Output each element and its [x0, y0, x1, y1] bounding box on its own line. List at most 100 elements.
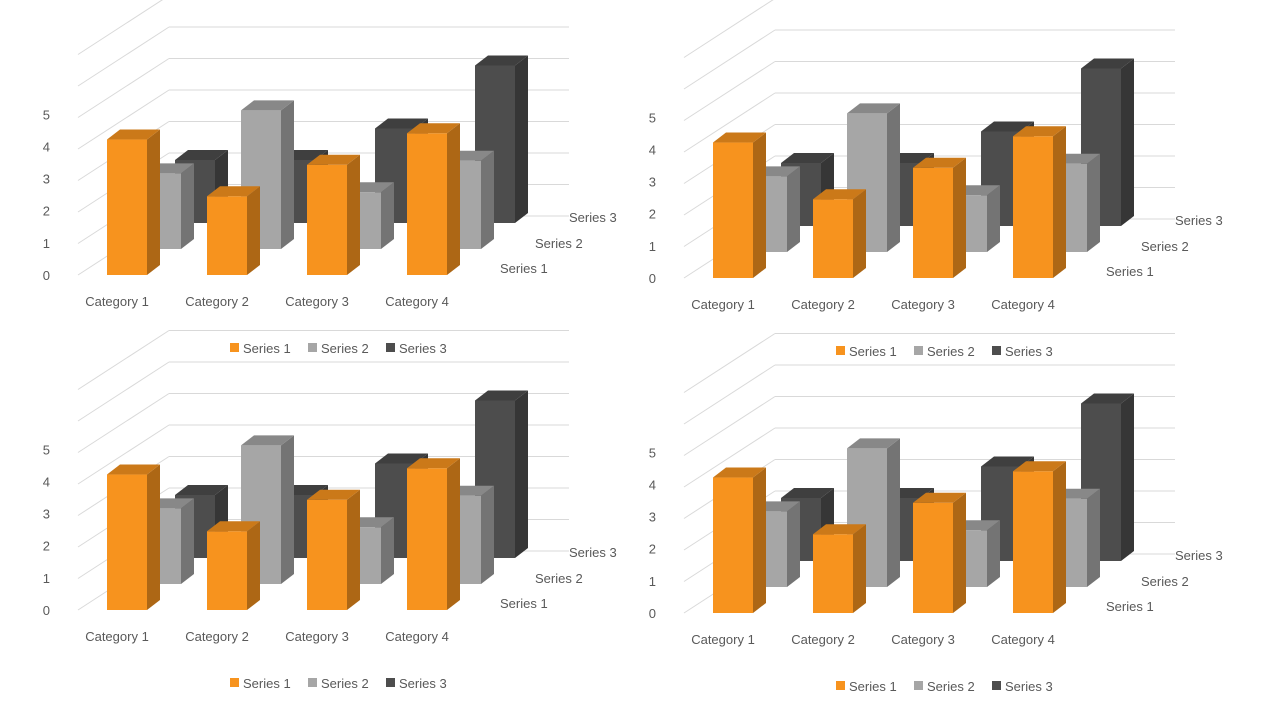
series-depth-label: Series 2: [1141, 239, 1189, 254]
series-depth-label: Series 1: [500, 261, 548, 276]
bar-front: [913, 502, 953, 613]
category-label: Category 2: [185, 629, 249, 644]
bar-front: [307, 164, 347, 275]
category-label: Category 4: [385, 629, 449, 644]
bar-top: [713, 467, 766, 478]
bar-series-1-cat-4: [1013, 461, 1066, 613]
bar-top: [241, 100, 294, 111]
bar-top: [981, 456, 1034, 467]
bar-side: [1053, 126, 1066, 278]
y-tick-label: 0: [43, 268, 50, 283]
y-tick-label: 4: [649, 477, 656, 492]
series-depth-label: Series 2: [1141, 574, 1189, 589]
bar-side: [481, 485, 494, 584]
bar-side: [987, 520, 1000, 587]
bar-top: [107, 464, 160, 475]
bar-series-1-cat-1: [713, 132, 766, 278]
bar-front: [813, 534, 853, 613]
gridline-side: [77, 0, 163, 55]
y-tick-label: 5: [649, 445, 656, 460]
bar-side: [1087, 488, 1100, 587]
y-tick-label: 1: [43, 571, 50, 586]
bar-top: [475, 55, 528, 66]
legend-label: Series 1: [243, 341, 291, 356]
y-tick-label: 1: [649, 239, 656, 254]
y-tick-label: 2: [43, 204, 50, 219]
bar-side: [147, 129, 160, 275]
bar-front: [913, 167, 953, 278]
bar-side: [447, 123, 460, 275]
series-depth-label: Series 3: [569, 545, 617, 560]
y-tick-label: 0: [43, 603, 50, 618]
bar-side: [853, 524, 866, 613]
category-label: Category 1: [85, 629, 149, 644]
gridline-side: [77, 26, 170, 87]
legend-swatch: [308, 343, 317, 352]
bar-series-1-cat-4: [1013, 126, 1066, 278]
bar-front: [207, 531, 247, 610]
bar-front: [713, 477, 753, 613]
bar-series-3-cat-4: [475, 390, 528, 558]
y-tick-label: 4: [43, 139, 50, 154]
legend-label: Series 1: [849, 679, 897, 694]
gridline-side: [77, 330, 170, 390]
bar-top: [981, 121, 1034, 132]
y-tick-label: 4: [649, 142, 656, 157]
bar-series-1-cat-4: [407, 123, 460, 275]
bar-top: [713, 132, 766, 143]
bar-side: [853, 189, 866, 278]
bar-top: [107, 129, 160, 140]
series-depth-label: Series 3: [1175, 548, 1223, 563]
y-tick-label: 1: [43, 236, 50, 251]
gridline-side: [683, 92, 776, 153]
gridline-side: [683, 364, 776, 425]
bar-side: [787, 501, 800, 587]
bar-series-1-cat-3: [913, 157, 966, 278]
bar-front: [813, 199, 853, 278]
bar-top: [813, 189, 866, 200]
bar-side: [953, 157, 966, 278]
bar-series-1-cat-2: [207, 186, 260, 275]
bar-side: [381, 182, 394, 249]
legend-swatch: [836, 346, 845, 355]
bar-front: [1013, 471, 1053, 613]
category-label: Category 4: [385, 294, 449, 309]
category-label: Category 2: [791, 632, 855, 647]
y-tick-label: 2: [43, 539, 50, 554]
bar-side: [281, 100, 294, 250]
bar-top: [375, 118, 428, 129]
bar-series-1-cat-2: [207, 521, 260, 610]
bar-front: [407, 468, 447, 610]
legend-label: Series 3: [1005, 679, 1053, 694]
bar-side: [753, 467, 766, 613]
gridline-side: [77, 89, 170, 150]
y-tick-label: 4: [43, 474, 50, 489]
category-label: Category 4: [991, 297, 1055, 312]
chart-panel-1: 0 1 2 3 4 5 Series 1 Series 2 Series 3 Category 1…: [43, 0, 617, 356]
legend-label: Series 1: [243, 676, 291, 691]
bar-series-1-cat-4: [407, 458, 460, 610]
series-depth-label: Series 2: [535, 236, 583, 251]
bar-side: [247, 521, 260, 610]
bar-top: [1013, 461, 1066, 472]
gridline-side: [683, 61, 776, 121]
gridline-side: [77, 58, 170, 118]
legend-label: Series 2: [927, 679, 975, 694]
bar-front: [1013, 136, 1053, 278]
legend-swatch: [992, 346, 1001, 355]
bar-series-1-cat-1: [107, 129, 160, 275]
legend-label: Series 2: [321, 341, 369, 356]
category-label: Category 1: [691, 297, 755, 312]
bar-side: [347, 154, 360, 275]
series-depth-label: Series 3: [569, 210, 617, 225]
bar-side: [181, 498, 194, 584]
series-depth-label: Series 3: [1175, 213, 1223, 228]
gridline-side: [77, 393, 170, 453]
bar-side: [381, 517, 394, 584]
y-tick-label: 5: [43, 107, 50, 122]
bar-series-1-cat-3: [307, 489, 360, 610]
bar-top: [847, 103, 900, 114]
bar-top: [1081, 393, 1134, 404]
bar-top: [307, 489, 360, 500]
legend-label: Series 2: [927, 344, 975, 359]
